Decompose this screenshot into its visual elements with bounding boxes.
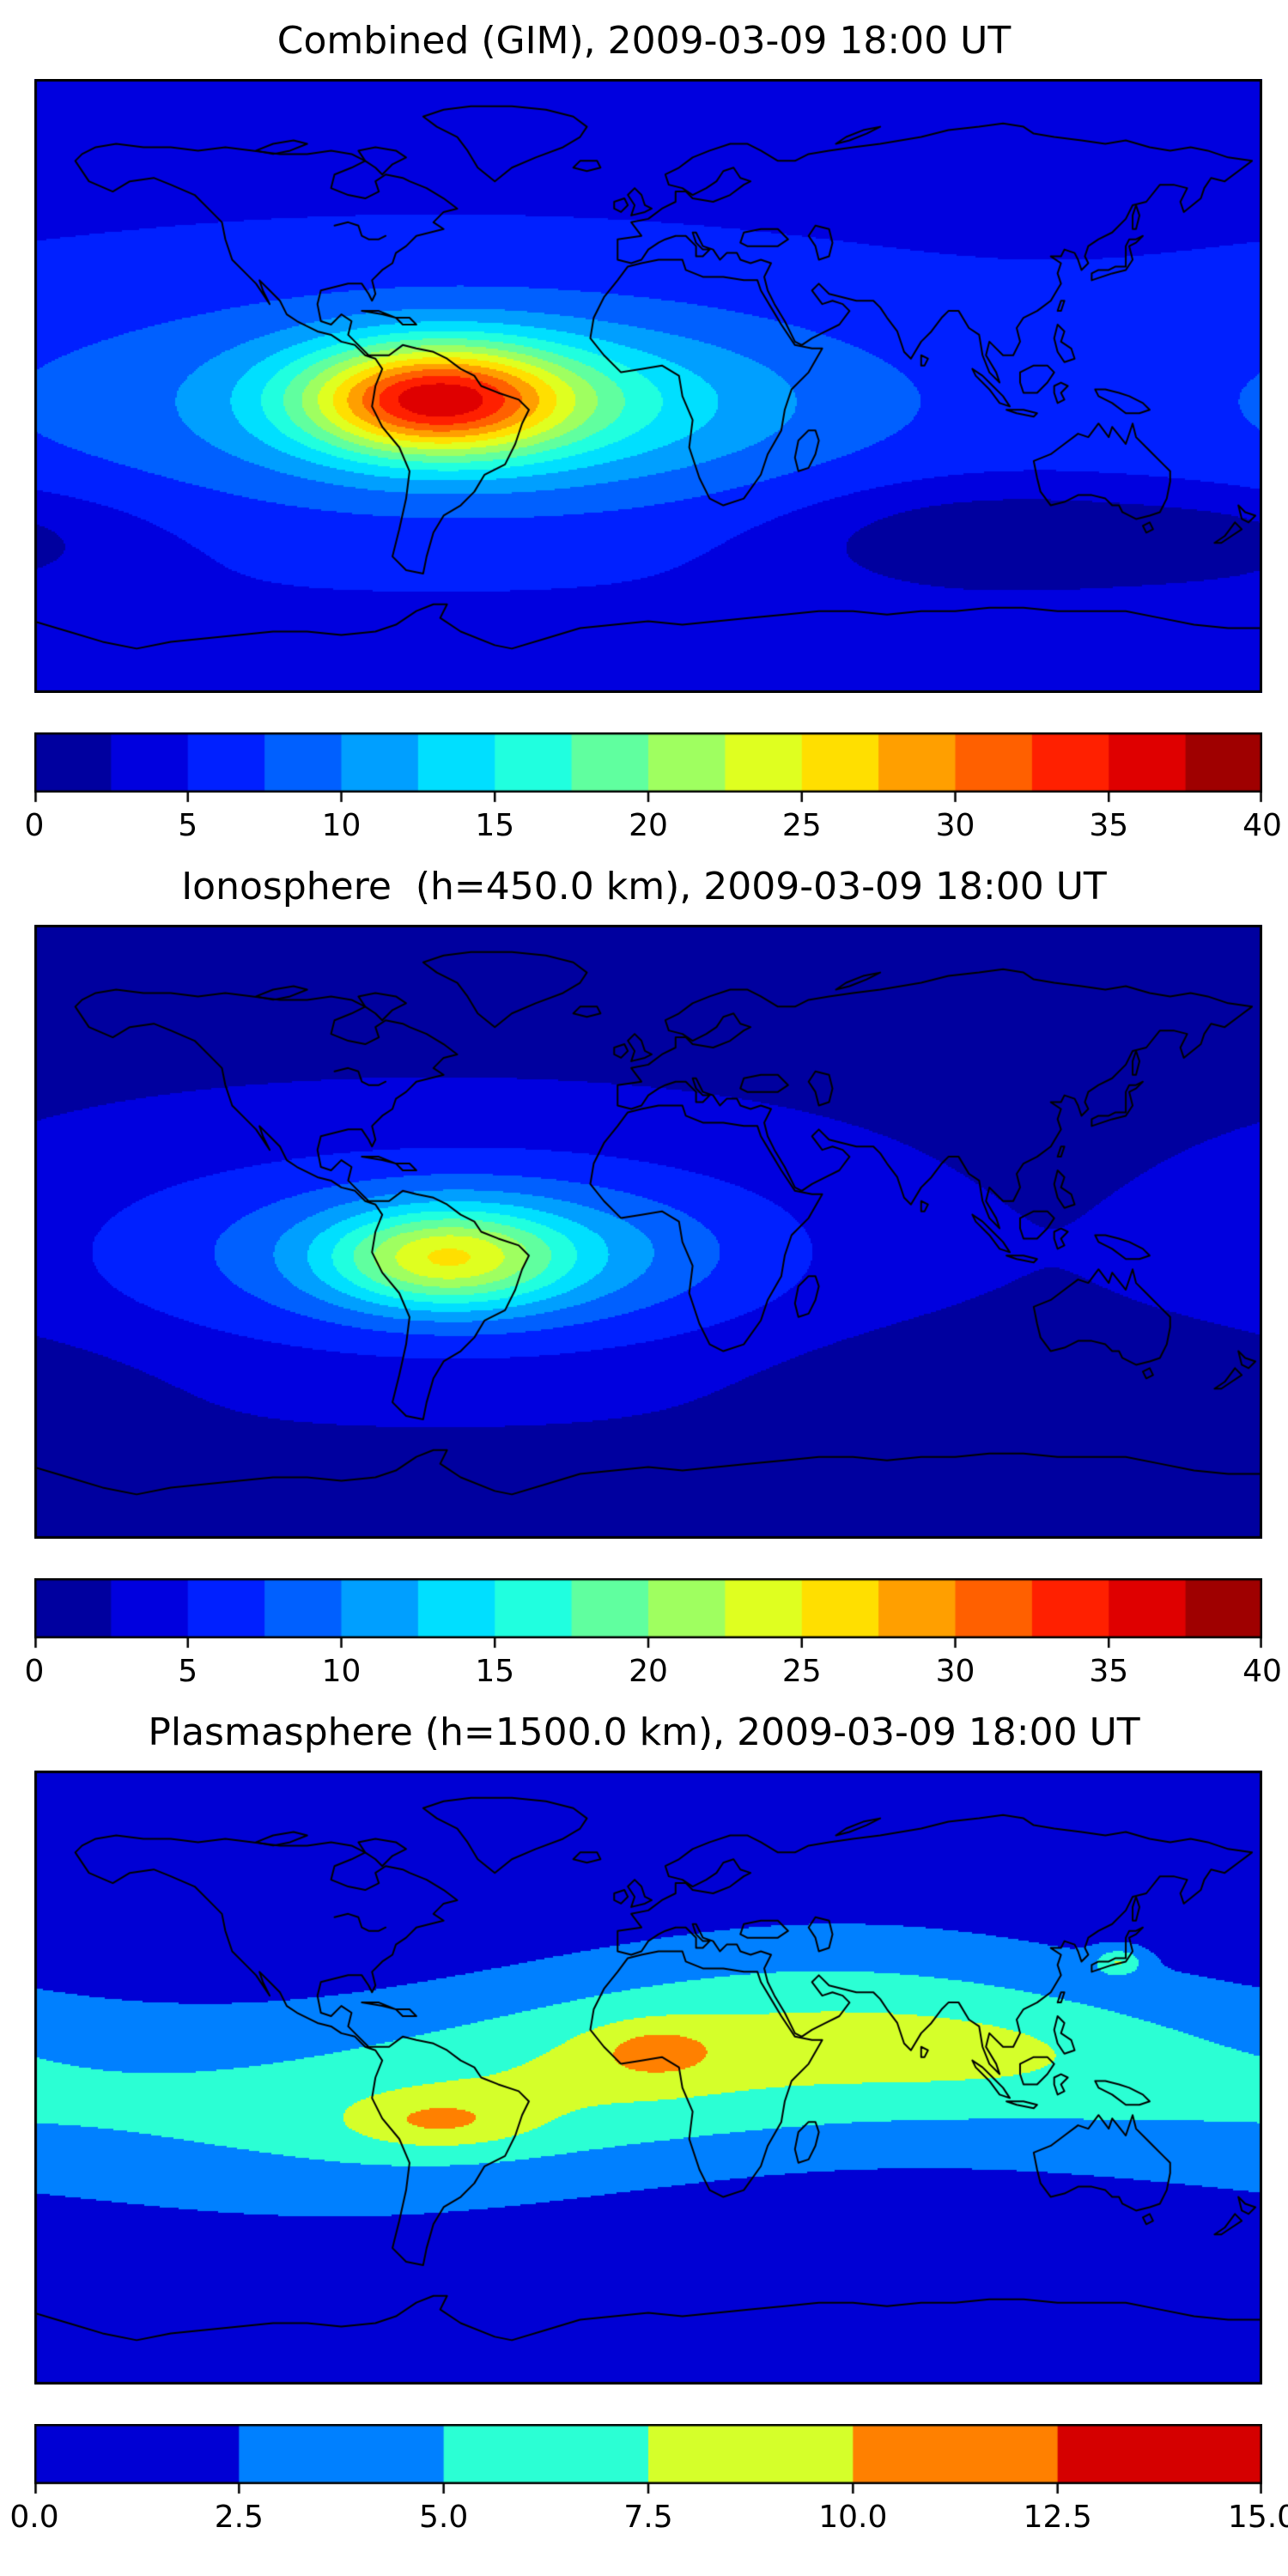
colorbar-ionosphere: [34, 1578, 1262, 1650]
panel-title: Combined (GIM), 2009-03-09 18:00 UT: [276, 19, 1012, 63]
panel-plasmasphere: Plasmasphere (h=1500.0 km), 2009-03-09 1…: [0, 1692, 1288, 2537]
tec-map-combined: [34, 79, 1262, 693]
colorbar-tick-label: 30: [935, 808, 975, 843]
colorbar-tick-labels-combined: 0 5 10 15 20 25 30 35 40: [25, 805, 1282, 846]
colorbar-tick-label: 15: [475, 808, 515, 843]
panel-title: Plasmasphere (h=1500.0 km), 2009-03-09 1…: [148, 1710, 1140, 1754]
colorbar-tick-labels-ionosphere: 0 5 10 15 20 25 30 35 40: [25, 1650, 1282, 1692]
colorbar-tick-label: 35: [1089, 1654, 1129, 1689]
colorbar-tick-label: 25: [781, 808, 822, 843]
colorbar-tick-label: 0: [24, 1654, 45, 1689]
colorbar-tick-label: 0: [24, 808, 45, 843]
colorbar-tick-label: 25: [781, 1654, 822, 1689]
colorbar-tick-label: 0.0: [9, 2500, 59, 2535]
colorbar-plasmasphere: [34, 2424, 1262, 2496]
colorbar-tick-label: 10.0: [818, 2500, 888, 2535]
colorbar-tick-label: 2.5: [214, 2500, 264, 2535]
colorbar-tick-labels-plasmasphere: 0.0 2.5 5.0 7.5 10.0 12.5 15.0: [9, 2496, 1288, 2537]
colorbar-tick-label: 10: [321, 808, 361, 843]
panel-title: Ionosphere (h=450.0 km), 2009-03-09 18:0…: [181, 865, 1107, 908]
colorbar-tick-label: 20: [629, 1654, 668, 1689]
colorbar-tick-label: 30: [935, 1654, 975, 1689]
colorbar-tick-label: 15.0: [1227, 2500, 1288, 2535]
colorbar-tick-label: 10: [321, 1654, 361, 1689]
colorbar-tick-label: 12.5: [1023, 2500, 1092, 2535]
colorbar-tick-label: 40: [1242, 1654, 1282, 1689]
colorbar-tick-label: 15: [475, 1654, 515, 1689]
colorbar-tick-label: 35: [1089, 808, 1129, 843]
colorbar-tick-label: 40: [1242, 808, 1282, 843]
colorbar-tick-label: 5: [178, 1654, 198, 1689]
colorbar-tick-label: 5: [178, 808, 198, 843]
tec-map-plasmasphere: [34, 1771, 1262, 2385]
colorbar-combined: [34, 732, 1262, 805]
colorbar-tick-label: 5.0: [419, 2500, 469, 2535]
panel-combined-gim: Combined (GIM), 2009-03-09 18:00 UT 0 5 10…: [0, 0, 1288, 846]
panel-ionosphere: Ionosphere (h=450.0 km), 2009-03-09 18:0…: [0, 846, 1288, 1692]
colorbar-tick-label: 20: [629, 808, 668, 843]
tec-map-ionosphere: [34, 925, 1262, 1539]
colorbar-tick-label: 7.5: [623, 2500, 673, 2535]
